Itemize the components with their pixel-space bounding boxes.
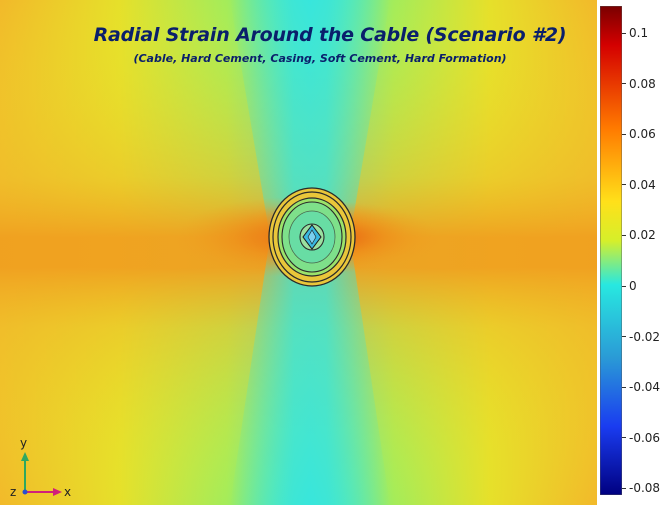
colorbar-tick-label: -0.08 [629, 481, 661, 496]
colorbar-tick-mark [622, 487, 626, 489]
triad-y-label: y [20, 436, 28, 450]
wellbore-rings [268, 187, 356, 287]
triad-z-label: z [10, 485, 17, 499]
colorbar-tick-label: 0.08 [629, 76, 656, 91]
colorbar-tick-mark [622, 184, 626, 186]
colorbar-tick-mark [622, 32, 626, 34]
figure-subtitle: (Cable, Hard Cement, Casing, Soft Cement… [133, 52, 507, 65]
colorbar-tick-mark [622, 83, 626, 85]
colorbar-tick-label: 0.02 [629, 228, 656, 243]
figure-title: Radial Strain Around the Cable (Scenario… [93, 24, 567, 46]
colorbar-tick-label: 0.04 [629, 177, 656, 192]
colorbar-tick-label: 0.1 [629, 26, 649, 40]
coordinate-triad [21, 452, 62, 496]
colorbar-tick-mark [622, 285, 626, 287]
colorbar-tick-mark [622, 133, 626, 135]
colorbar [600, 6, 622, 495]
colorbar-tick-mark [622, 386, 626, 388]
colorbar-tick-mark [622, 234, 626, 236]
strain-field-plot [0, 0, 597, 505]
colorbar-tick-label: -0.02 [629, 329, 661, 344]
colorbar-tick-label: 0.06 [629, 127, 656, 142]
triad-x-label: x [64, 485, 72, 499]
colorbar-tick-mark [622, 437, 626, 439]
colorbar-tick-label: -0.06 [629, 430, 661, 445]
colorbar-tick-mark [622, 336, 626, 338]
colorbar-tick-label: 0 [629, 279, 637, 293]
colorbar-tick-label: -0.04 [629, 380, 661, 395]
